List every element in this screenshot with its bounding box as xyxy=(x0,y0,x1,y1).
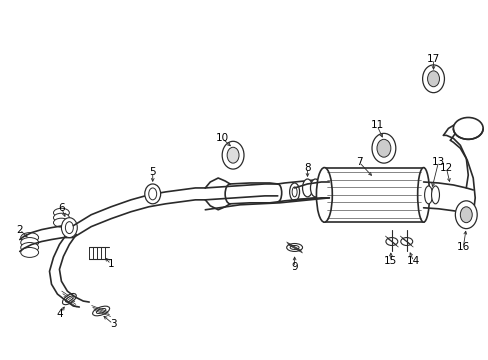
Ellipse shape xyxy=(20,238,39,247)
Text: 1: 1 xyxy=(107,259,114,269)
Text: 7: 7 xyxy=(355,157,362,167)
Ellipse shape xyxy=(53,213,69,222)
Ellipse shape xyxy=(144,184,161,204)
Ellipse shape xyxy=(310,179,320,197)
Text: 4: 4 xyxy=(56,309,62,319)
Text: 3: 3 xyxy=(109,319,116,329)
Ellipse shape xyxy=(53,208,69,217)
Text: 5: 5 xyxy=(149,167,156,177)
Text: 9: 9 xyxy=(291,262,297,272)
Ellipse shape xyxy=(459,207,471,223)
Text: 14: 14 xyxy=(406,256,420,266)
Ellipse shape xyxy=(417,168,428,222)
Text: 13: 13 xyxy=(431,157,444,167)
Ellipse shape xyxy=(65,222,73,234)
Ellipse shape xyxy=(96,309,105,314)
Ellipse shape xyxy=(148,188,156,200)
Ellipse shape xyxy=(20,233,39,243)
Ellipse shape xyxy=(20,247,39,257)
Text: 8: 8 xyxy=(304,163,310,173)
Ellipse shape xyxy=(53,218,69,227)
Ellipse shape xyxy=(92,306,109,316)
Ellipse shape xyxy=(427,71,439,87)
Ellipse shape xyxy=(62,293,76,305)
Ellipse shape xyxy=(65,296,73,302)
Ellipse shape xyxy=(452,117,482,139)
Text: 12: 12 xyxy=(439,163,452,173)
Ellipse shape xyxy=(431,186,439,204)
Ellipse shape xyxy=(376,139,390,157)
Ellipse shape xyxy=(422,65,444,93)
Text: 16: 16 xyxy=(456,243,469,252)
Ellipse shape xyxy=(286,243,302,251)
Ellipse shape xyxy=(20,243,39,252)
Text: 17: 17 xyxy=(426,54,439,64)
Ellipse shape xyxy=(291,187,297,197)
Ellipse shape xyxy=(424,186,432,204)
Ellipse shape xyxy=(289,246,299,249)
Ellipse shape xyxy=(61,218,77,238)
Text: 10: 10 xyxy=(215,133,228,143)
Text: 11: 11 xyxy=(369,121,383,130)
Text: 6: 6 xyxy=(58,203,64,213)
Text: 15: 15 xyxy=(384,256,397,266)
Ellipse shape xyxy=(226,147,239,163)
Ellipse shape xyxy=(316,168,332,222)
Ellipse shape xyxy=(400,238,412,246)
Ellipse shape xyxy=(302,179,312,197)
Ellipse shape xyxy=(385,238,397,246)
Ellipse shape xyxy=(289,183,299,201)
Ellipse shape xyxy=(454,201,476,229)
Ellipse shape xyxy=(371,133,395,163)
Ellipse shape xyxy=(222,141,244,169)
Text: 2: 2 xyxy=(17,225,23,235)
